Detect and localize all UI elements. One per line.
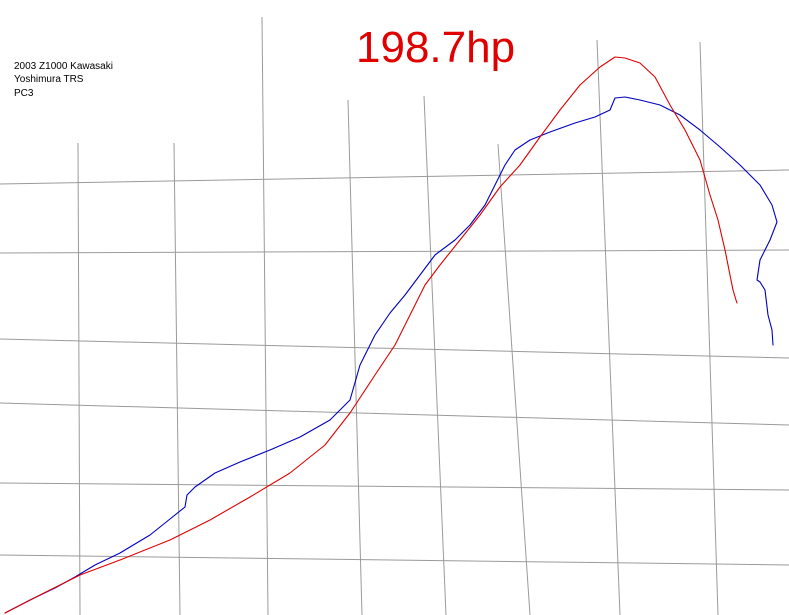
note-model: 2003 Z1000 Kawasaki <box>14 61 113 72</box>
grid-line <box>0 249 789 254</box>
grid-line <box>596 39 621 615</box>
chart-title: 198.7hp <box>356 23 515 72</box>
grid-line <box>0 402 789 426</box>
grid-line <box>0 169 789 185</box>
grid-line <box>0 554 789 566</box>
series-layer <box>4 56 778 614</box>
note-tuner: PC3 <box>14 88 34 99</box>
series-line-1 <box>4 96 778 614</box>
grid-line <box>423 95 447 615</box>
grid-line <box>77 142 81 615</box>
grid-line <box>347 99 363 615</box>
grid-line <box>173 142 181 615</box>
grid-line <box>0 482 789 491</box>
series-line-2 <box>4 56 738 614</box>
grid-line <box>699 41 719 615</box>
grid <box>0 16 789 615</box>
grid-line <box>261 16 269 615</box>
grid-line <box>0 338 789 359</box>
note-exhaust: Yoshimura TRS <box>14 74 84 85</box>
grid-line <box>497 143 531 615</box>
